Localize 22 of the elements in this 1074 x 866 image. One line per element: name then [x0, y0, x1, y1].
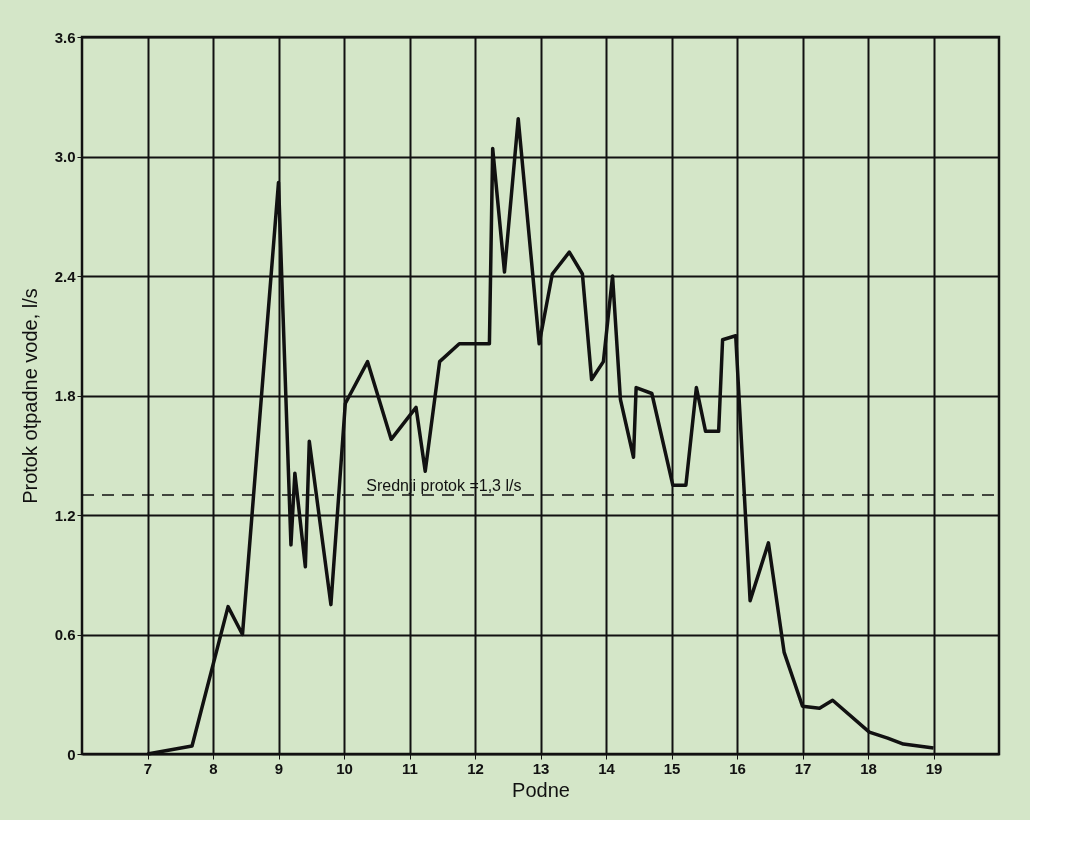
- y-tick-label: 3.0: [54, 148, 76, 165]
- x-tick-label: 15: [663, 759, 681, 777]
- y-tick-label: 2.4: [54, 267, 77, 285]
- x-tick-label: 14: [598, 759, 616, 777]
- y-tick-label: 3.6: [54, 28, 76, 46]
- x-axis-title: Podne: [512, 778, 570, 801]
- x-tick-label: 16: [729, 759, 746, 777]
- x-tick-label: 7: [143, 759, 153, 777]
- y-axis-title: Protok otpadne vode, l/s: [18, 288, 41, 504]
- x-tick-label: 9: [274, 759, 284, 777]
- x-tick-label: 10: [336, 759, 353, 777]
- y-tick-label: 0.6: [54, 626, 76, 643]
- x-tick-label: 11: [402, 759, 418, 777]
- x-tick-label: 8: [209, 759, 218, 777]
- y-tick-label: 1.2: [54, 506, 76, 524]
- y-tick-label: 0: [67, 745, 76, 763]
- y-tick-label: 1.8: [54, 387, 76, 404]
- x-tick-label: 12: [467, 759, 484, 777]
- x-tick-label: 13: [532, 759, 550, 777]
- x-tick-label: 18: [860, 759, 877, 777]
- x-tick-label: 17: [794, 759, 812, 777]
- x-tick-label: 19: [925, 759, 943, 777]
